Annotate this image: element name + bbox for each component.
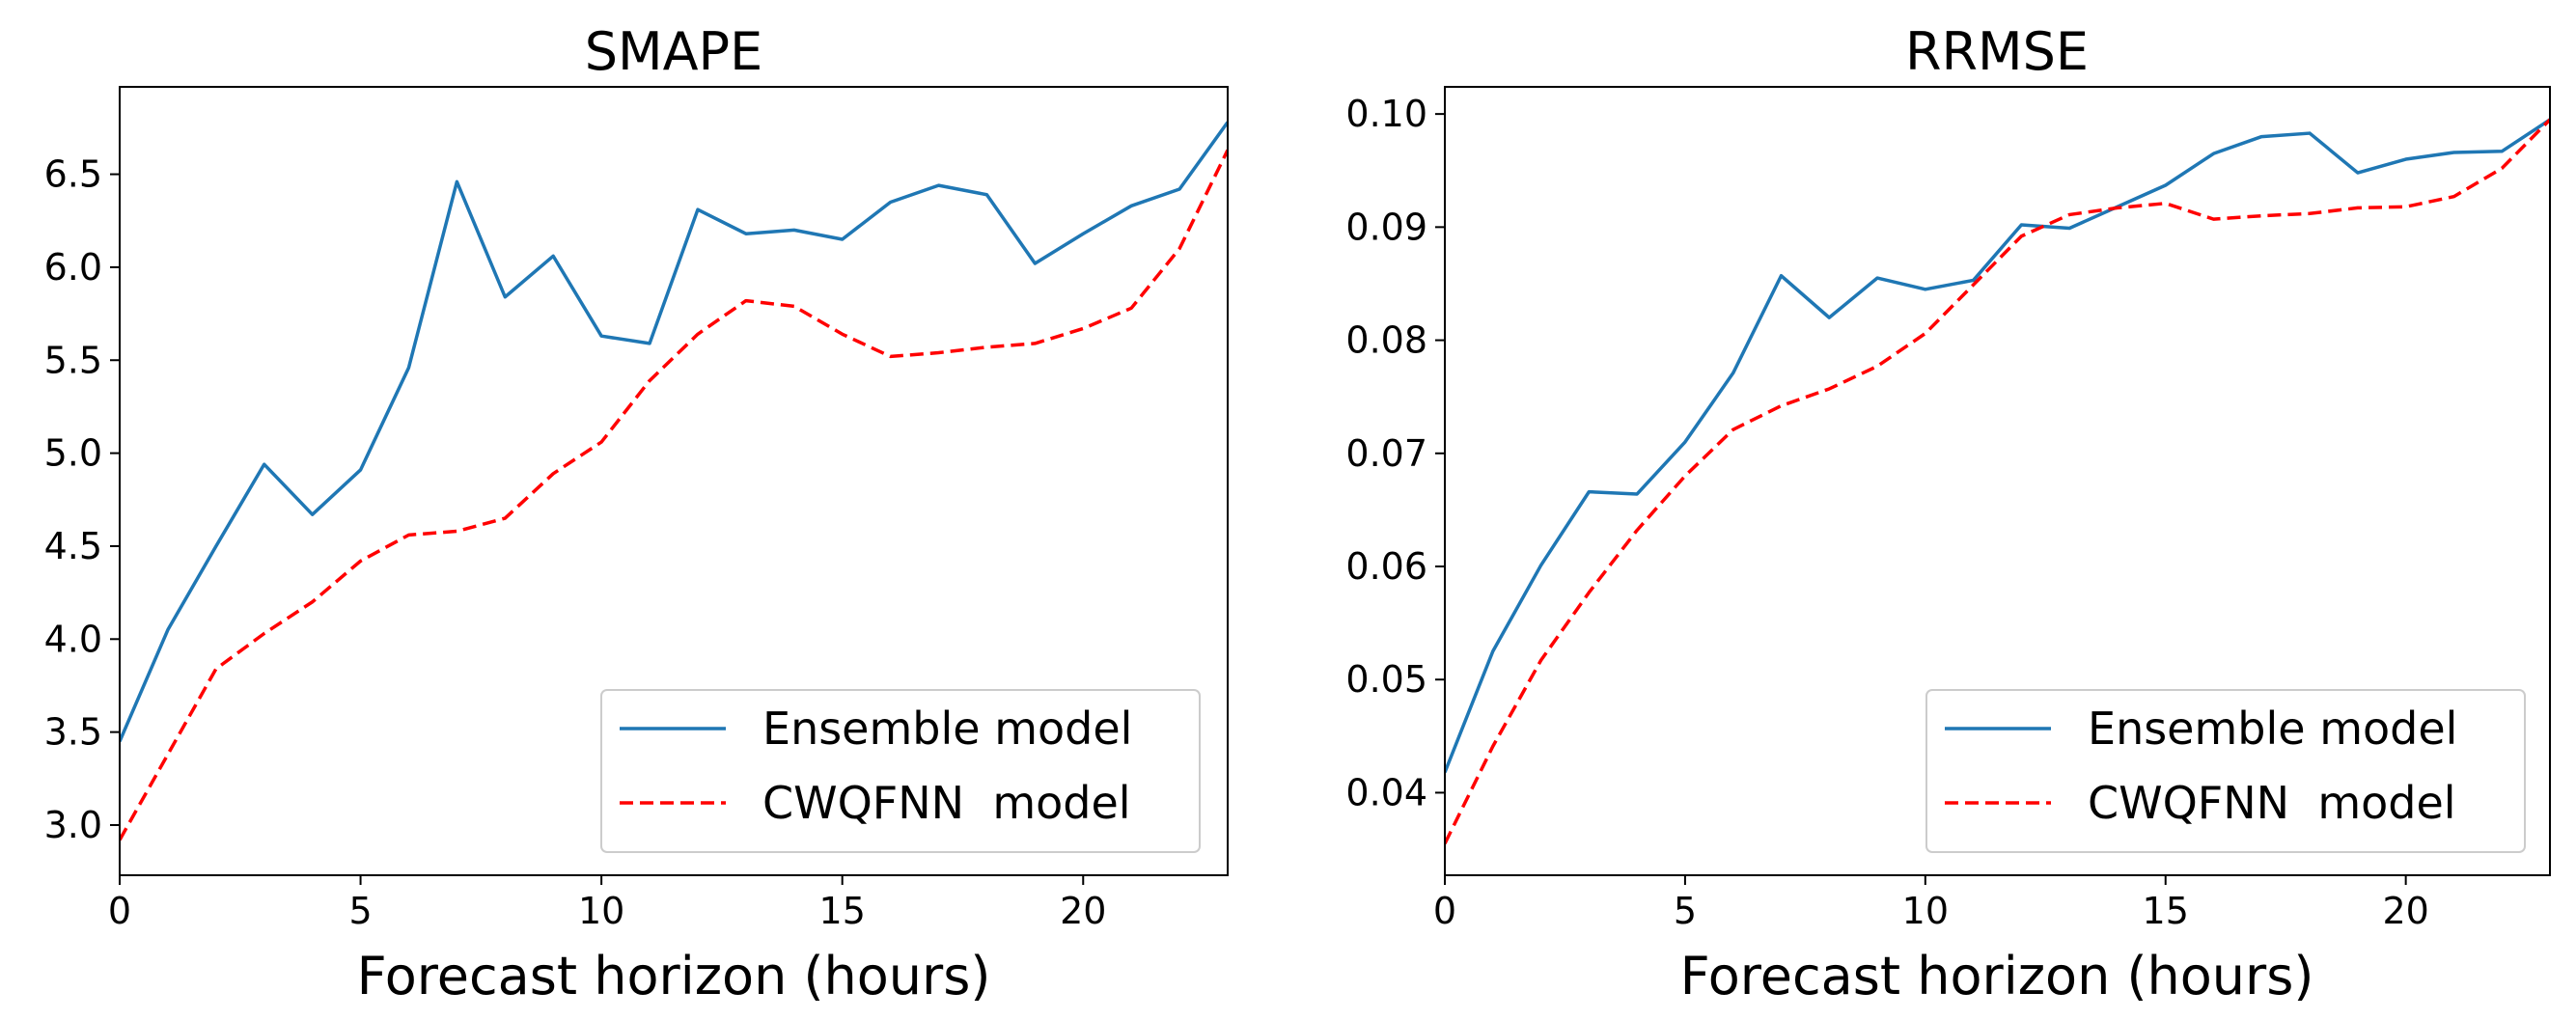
plot-lines: [1445, 118, 2550, 844]
x-axis-ticks: 0 5 10 15 20: [1433, 875, 2429, 932]
series-line-cwqfnn: [1445, 118, 2550, 844]
legend-label-ensemble: Ensemble model: [762, 703, 1132, 755]
smape-chart: SMAPE 0 5 10 15 20 3.03.54.04.55.05.56.06.5 …: [44, 21, 1229, 1006]
y-tick-label: 4.0: [44, 618, 102, 660]
x-tick-label: 20: [1060, 890, 1106, 932]
plot-lines: [120, 121, 1228, 841]
legend: Ensemble model CWQFNN model: [600, 689, 1201, 853]
y-tick-label: 6.5: [44, 153, 102, 196]
legend-label-cwqfnn: CWQFNN model: [762, 777, 1131, 829]
plot-frame: [119, 86, 1229, 876]
x-tick-label: 10: [1902, 890, 1949, 932]
legend-label-cwqfnn: CWQFNN model: [2088, 777, 2456, 829]
y-tick-label: 3.5: [44, 711, 102, 754]
series-line-ensemble: [1445, 118, 2550, 773]
legend-frame: [600, 689, 1201, 853]
x-axis-label: Forecast horizon (hours): [1680, 946, 2314, 1006]
y-axis-ticks: 0.04 0.05 0.06 0.07 0.08 0.09 0.10: [1345, 93, 1445, 813]
x-tick-label: 20: [2382, 890, 2428, 932]
x-tick-label: 5: [348, 890, 372, 932]
x-tick-label: 5: [1674, 890, 1697, 932]
y-tick-label: 6.0: [44, 246, 102, 289]
legend-frame: [1925, 689, 2526, 853]
y-tick-label: 0.04: [1345, 771, 1427, 813]
legend-label-ensemble: Ensemble model: [2088, 703, 2457, 755]
y-tick-label: 0.07: [1345, 432, 1427, 475]
y-tick-label: 5.0: [44, 432, 102, 475]
plot-frame: [1444, 86, 2551, 876]
x-tick-label: 15: [2143, 890, 2189, 932]
rrmse-chart: RRMSE 0 5 10 15 20 0.040.050.060.070.080.090…: [1345, 21, 2551, 1006]
y-tick-label: 0.08: [1345, 319, 1427, 362]
y-tick-label: 0.05: [1345, 658, 1427, 701]
legend: Ensemble model CWQFNN model: [1925, 689, 2526, 853]
series-line-cwqfnn: [120, 149, 1228, 841]
x-axis-label: Forecast horizon (hours): [357, 946, 991, 1006]
y-tick-label: 0.10: [1345, 93, 1427, 135]
y-axis-ticks: 3.0 3.5 4.0 4.5 5.0 5.5 6.0 6.5: [44, 153, 120, 846]
x-tick-label: 0: [108, 890, 131, 932]
x-tick-label: 0: [1433, 890, 1456, 932]
y-tick-label: 3.0: [44, 804, 102, 846]
x-tick-label: 15: [819, 890, 866, 932]
y-tick-label: 0.06: [1345, 545, 1427, 588]
y-tick-label: 5.5: [44, 339, 102, 381]
series-line-ensemble: [120, 121, 1228, 742]
y-tick-label: 0.09: [1345, 206, 1427, 248]
x-axis-ticks: 0 5 10 15 20: [108, 875, 1106, 932]
y-tick-label: 4.5: [44, 525, 102, 567]
x-tick-label: 10: [578, 890, 624, 932]
chart-title: RRMSE: [1905, 21, 2089, 82]
chart-title: SMAPE: [585, 21, 763, 82]
